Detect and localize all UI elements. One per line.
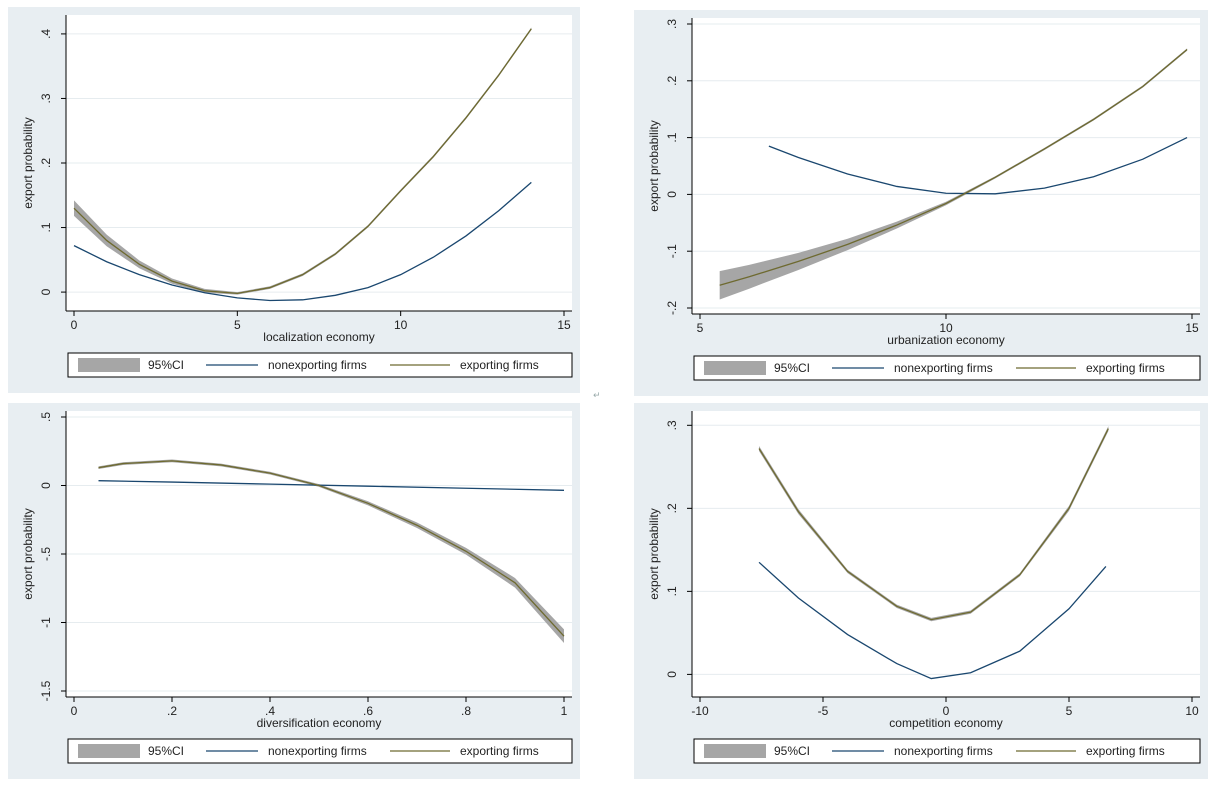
y-tick-label: .2	[39, 158, 53, 168]
x-axis-title: localization economy	[263, 330, 374, 344]
ci-band	[98, 459, 564, 644]
legend: 95%CI nonexporting firms exporting firms	[67, 352, 573, 378]
x-axis-title: diversification economy	[257, 716, 382, 730]
y-tick-label: 0	[39, 482, 53, 489]
x-tick-label: 5	[234, 318, 241, 332]
chart-panel-urbanization: -.2 -.1 0 .1 .2 .3 5 10 15 urbanization economy ex…	[634, 10, 1208, 396]
legend-box	[67, 738, 573, 764]
legend: 95%CI nonexporting firms exporting firms	[693, 355, 1201, 381]
y-tick-label: 0	[665, 191, 679, 198]
return-mark: ↵	[593, 391, 601, 401]
legend-label-ci: 95%CI	[148, 358, 184, 372]
series-line-exporting	[98, 460, 565, 637]
x-tick-label: 0	[71, 318, 78, 332]
legend-label-exporting: exporting firms	[1086, 744, 1165, 758]
x-tick-label: 10	[394, 318, 408, 332]
y-tick-label: .2	[665, 75, 679, 85]
y-tick-label: -1	[39, 617, 53, 628]
chart-svg-localization: 0 .1 .2 .3 .4 0 5 10 15 localization economy expor…	[21, 15, 573, 378]
y-tick-label: .3	[665, 420, 679, 430]
legend-label-nonexporting: nonexporting firms	[894, 744, 993, 758]
legend-label-exporting: exporting firms	[460, 744, 539, 758]
y-tick-label: .5	[39, 412, 53, 422]
x-tick-label: .8	[461, 704, 471, 718]
legend-label-nonexporting: nonexporting firms	[268, 744, 367, 758]
legend-label-exporting: exporting firms	[1086, 361, 1165, 375]
y-tick-label: -1.5	[39, 680, 53, 701]
legend: 95%CI nonexporting firms exporting firms	[67, 738, 573, 764]
legend-box	[693, 738, 1201, 764]
series-line-exporting	[758, 428, 1109, 621]
x-tick-label: -10	[691, 704, 709, 718]
legend-swatch-ci	[78, 358, 140, 372]
x-tick-label: 0	[71, 704, 78, 718]
legend-label-ci: 95%CI	[774, 361, 810, 375]
x-tick-label: 5	[1066, 704, 1073, 718]
x-tick-label: 5	[697, 321, 704, 335]
x-tick-label: -5	[818, 704, 829, 718]
legend-swatch-ci	[78, 744, 140, 758]
y-tick-label: .3	[39, 93, 53, 103]
legend-label-ci: 95%CI	[774, 744, 810, 758]
ci-band	[719, 48, 1188, 300]
chart-svg-competition: 0 .1 .2 .3 -10 -5 0 5 10 competition economy expor…	[647, 411, 1201, 764]
x-tick-label: 15	[1185, 321, 1199, 335]
x-tick-label: .4	[265, 704, 275, 718]
y-tick-label: .1	[665, 586, 679, 596]
y-tick-label: 0	[39, 288, 53, 295]
series-line-nonexporting	[768, 137, 1188, 195]
chart-panel-competition: 0 .1 .2 .3 -10 -5 0 5 10 competition economy expor…	[634, 403, 1208, 779]
series-line-nonexporting	[758, 561, 1107, 680]
y-tick-label: .1	[665, 132, 679, 142]
legend-box	[693, 355, 1201, 381]
chart-svg-diversification: -1.5 -1 -.5 0 .5 0 .2 .4 .6 .8 1 diversification ec…	[21, 411, 573, 764]
y-axis-title: export probability	[21, 508, 35, 599]
y-tick-label: .3	[665, 19, 679, 29]
legend: 95%CI nonexporting firms exporting firms	[693, 738, 1201, 764]
y-tick-label: -.2	[665, 301, 679, 315]
legend-label-ci: 95%CI	[148, 744, 184, 758]
x-tick-label: .6	[363, 704, 373, 718]
series-line-exporting	[73, 28, 532, 295]
plot-area	[692, 411, 1200, 697]
series-line-exporting	[719, 49, 1188, 286]
legend-swatch-ci	[704, 361, 766, 375]
y-tick-label: -.1	[665, 244, 679, 258]
x-axis-title: urbanization economy	[887, 333, 1004, 347]
legend-label-nonexporting: nonexporting firms	[268, 358, 367, 372]
legend-label-exporting: exporting firms	[460, 358, 539, 372]
y-tick-label: -.5	[39, 547, 53, 561]
chart-panel-diversification: -1.5 -1 -.5 0 .5 0 .2 .4 .6 .8 1 diversification ec…	[8, 403, 580, 779]
legend-swatch-ci	[704, 744, 766, 758]
y-tick-label: .2	[665, 503, 679, 513]
y-tick-label: 0	[665, 671, 679, 678]
y-tick-label: .1	[39, 222, 53, 232]
x-tick-label: 1	[561, 704, 568, 718]
x-tick-label: .2	[167, 704, 177, 718]
legend-box	[67, 352, 573, 378]
y-axis-title: export probability	[647, 508, 661, 599]
legend-label-nonexporting: nonexporting firms	[894, 361, 993, 375]
y-axis-title: export probability	[647, 120, 661, 211]
x-tick-label: 0	[943, 704, 950, 718]
chart-svg-urbanization: -.2 -.1 0 .1 .2 .3 5 10 15 urbanization economy ex…	[647, 18, 1201, 381]
x-axis-title: competition economy	[889, 716, 1002, 730]
y-tick-label: .4	[39, 29, 53, 39]
chart-panel-localization: 0 .1 .2 .3 .4 0 5 10 15 localization economy expor…	[8, 7, 580, 393]
x-tick-label: 10	[939, 321, 953, 335]
x-tick-label: 15	[557, 318, 571, 332]
y-axis-title: export probability	[21, 117, 35, 208]
series-line-nonexporting	[73, 181, 532, 302]
x-tick-label: 10	[1185, 704, 1199, 718]
